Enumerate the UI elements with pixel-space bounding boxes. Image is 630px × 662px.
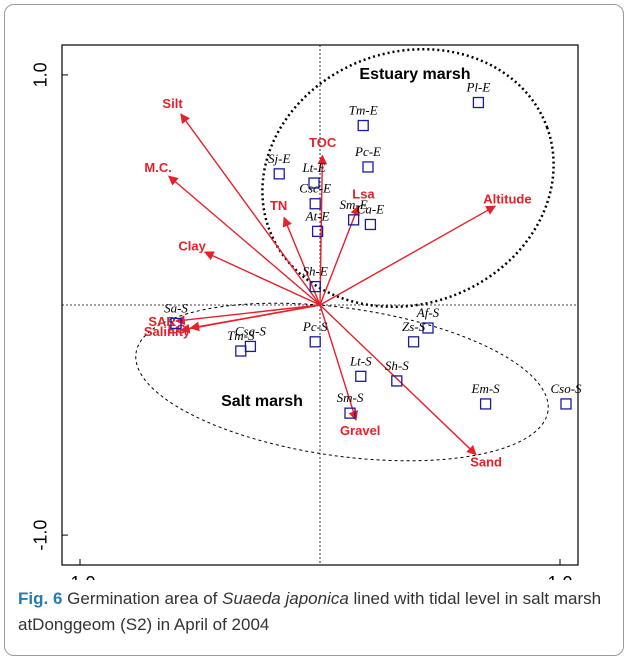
site-label: At-E xyxy=(305,208,330,223)
site-marker xyxy=(308,177,320,189)
y-tick-label: -1.0 xyxy=(31,520,51,551)
estuary-ellipse xyxy=(261,47,555,309)
site-label: Csa-S xyxy=(235,323,267,338)
caption-text: lined with tidal level in salt marsh atD… xyxy=(18,589,602,634)
site-marker xyxy=(407,336,420,348)
vector-label: TOC xyxy=(309,135,337,150)
vector-arrow xyxy=(319,205,360,306)
site-label: Cso-S xyxy=(550,381,582,396)
vector-label: M.C. xyxy=(144,160,171,175)
site-label: Sh-S xyxy=(385,358,409,373)
site-label: Sm-E xyxy=(340,197,368,212)
chart: Estuary marsh Salt marsh -1.0 1.0 -1.0 1.0 S… xyxy=(31,44,582,580)
site-marker xyxy=(344,407,356,419)
vector-label: Altitude xyxy=(483,192,531,207)
site-marker xyxy=(422,322,434,334)
site-marker xyxy=(309,336,321,348)
site-label: Sm-S xyxy=(337,390,364,405)
site-marker xyxy=(235,345,247,357)
salt-ellipse xyxy=(135,302,549,462)
site-label: Pc-S xyxy=(302,319,328,334)
vector-label: Gravel xyxy=(340,423,380,438)
site-marker xyxy=(170,317,182,330)
site-marker xyxy=(560,398,572,410)
site-label: Sj-E xyxy=(268,151,290,166)
vector-arrow xyxy=(319,304,477,456)
site-label: Lt-E xyxy=(301,160,325,175)
site-marker xyxy=(362,161,374,173)
site-label: Zs-S xyxy=(402,319,426,334)
vector-label: Sand xyxy=(470,454,502,469)
site-label: Tm-S xyxy=(227,328,255,343)
site-label: Tm-E xyxy=(349,103,378,118)
site-marker xyxy=(364,218,377,231)
site-marker xyxy=(309,198,321,210)
vector-arrow xyxy=(180,113,321,306)
caption-text: Germination area of xyxy=(67,589,218,608)
site-marker xyxy=(355,370,367,382)
vector-arrow xyxy=(175,304,321,325)
caption-species: Suaeda japonica xyxy=(222,589,349,608)
caption-label: Fig. 6 xyxy=(18,589,63,608)
site-marker xyxy=(309,280,321,293)
site-label: Ca-E xyxy=(357,201,385,216)
x-tick-label: -1.0 xyxy=(64,573,95,580)
annotation: Salt marsh xyxy=(221,393,303,410)
site-label: Csc-E xyxy=(299,181,331,196)
site-marker xyxy=(357,119,369,132)
site-label: Em-S xyxy=(471,381,501,396)
vector-label: Lsa xyxy=(352,186,375,201)
site-marker xyxy=(391,375,403,387)
vector-arrow xyxy=(168,175,321,306)
annotation: Estuary marsh xyxy=(359,66,470,83)
x-tick-label: 1.0 xyxy=(547,573,572,580)
vector-arrow xyxy=(319,205,497,306)
y-tick-label: 1.0 xyxy=(31,62,51,87)
site-label: Sh-E xyxy=(303,264,328,279)
vector-arrow xyxy=(203,251,321,306)
caption: Fig. 6 Germination area of Suaeda japoni… xyxy=(18,586,616,638)
site-label: Lt-S xyxy=(349,353,372,368)
site-marker xyxy=(472,96,485,109)
site-label: Pl-E xyxy=(465,80,490,95)
site-label: Pc-E xyxy=(354,144,381,159)
site-label: Sa-S xyxy=(164,300,188,315)
site-marker xyxy=(479,398,492,410)
vector-label: Silt xyxy=(162,96,183,111)
site-marker xyxy=(347,214,360,226)
frame xyxy=(4,4,624,656)
vector-arrow xyxy=(282,216,321,306)
site-label: Af-S xyxy=(416,305,440,320)
vector-arrow xyxy=(317,154,328,306)
vector-arrow xyxy=(179,304,321,334)
site-marker xyxy=(311,225,324,238)
vector-label: Clay xyxy=(178,239,206,254)
vector-label: Salinity xyxy=(144,324,191,339)
site-marker xyxy=(273,168,285,180)
vector-label: TN xyxy=(270,198,287,213)
vector-label: SAR xyxy=(148,314,176,329)
vector-arrow xyxy=(319,304,359,421)
